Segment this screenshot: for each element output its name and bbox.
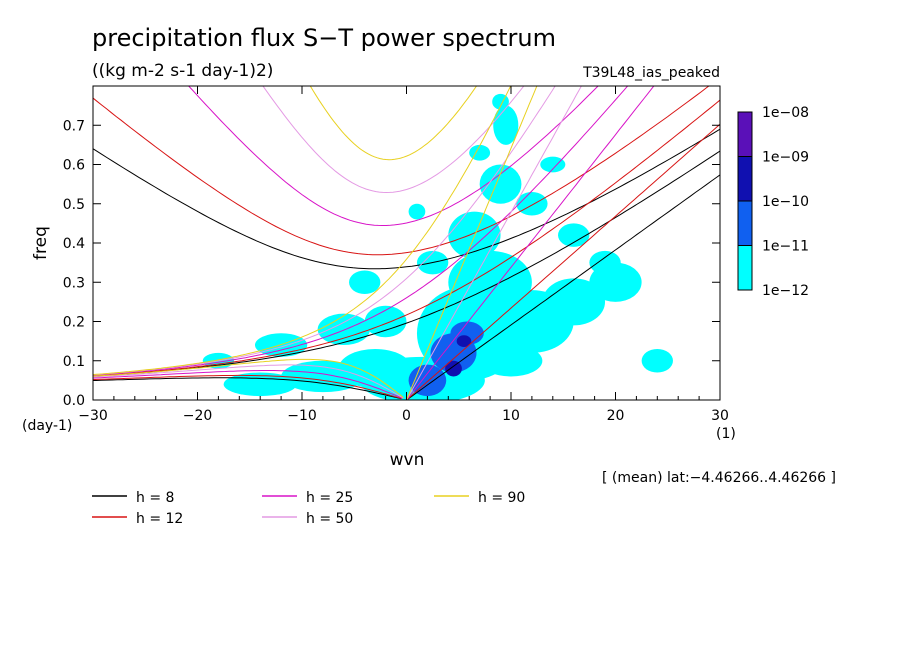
curve-h90-2 bbox=[93, 358, 404, 399]
spectral-blob-20 bbox=[558, 223, 590, 247]
y-tick-label: 0.1 bbox=[63, 354, 85, 370]
legend-label-h90: h = 90 bbox=[478, 490, 525, 506]
curve-h8-1 bbox=[93, 128, 720, 270]
spectral-blob-4 bbox=[479, 164, 522, 204]
x-tick-label: −20 bbox=[183, 408, 213, 424]
curve-h90-1 bbox=[309, 86, 478, 161]
legend: h = 8 h = 12 h = 25 h = 50 h = 90 bbox=[92, 490, 525, 527]
colorbar-label: 1e−09 bbox=[762, 150, 809, 166]
curve-h12-3 bbox=[93, 99, 720, 377]
chart-subtitle: ((kg m-2 s-1 day-1)2) bbox=[92, 61, 273, 81]
x-tick-label: 20 bbox=[607, 408, 625, 424]
dispersion-curves bbox=[93, 86, 720, 400]
colorbar-label: 1e−11 bbox=[762, 239, 809, 255]
curve-h50-3 bbox=[93, 86, 556, 376]
curve-h25-2 bbox=[93, 370, 403, 399]
curve-h8-3 bbox=[93, 150, 720, 377]
plot-frame bbox=[92, 85, 721, 401]
colorbar-label: 1e−08 bbox=[762, 105, 809, 121]
x-axis-ticks: −30 −20 −10 0 10 20 30 bbox=[78, 86, 729, 424]
colorbar-swatch bbox=[737, 156, 753, 202]
spectral-blob-25 bbox=[469, 144, 491, 161]
curve-h50-1 bbox=[262, 86, 525, 194]
spectral-blob-15 bbox=[349, 270, 381, 295]
spectral-blob-7 bbox=[542, 278, 606, 326]
curve-h50-0 bbox=[406, 86, 582, 400]
colorbar-swatch bbox=[737, 245, 753, 291]
y-tick-label: 0.3 bbox=[63, 275, 85, 291]
legend-label-h12: h = 12 bbox=[136, 511, 183, 527]
x-tick-label: −10 bbox=[287, 408, 317, 424]
colorbar-label: 1e−10 bbox=[762, 194, 809, 210]
colorbar-swatch bbox=[737, 200, 753, 246]
lat-note: [ (mean) lat:−4.46266..4.46266 ] bbox=[602, 470, 836, 486]
curve-h25-1 bbox=[187, 86, 599, 226]
x-axis-label: wvn bbox=[390, 450, 425, 470]
curve-h12-0 bbox=[406, 123, 720, 400]
y-axis-ticks: 0.0 0.1 0.2 0.3 0.4 0.5 0.6 0.7 bbox=[63, 118, 720, 409]
x-axis-unit: (1) bbox=[716, 426, 736, 442]
y-axis-unit: (day-1) bbox=[22, 418, 72, 434]
legend-label-h25: h = 25 bbox=[306, 490, 353, 506]
x-tick-label: −30 bbox=[78, 408, 108, 424]
y-axis-label: freq bbox=[31, 226, 51, 260]
curve-h25-0 bbox=[406, 86, 655, 400]
colorbar-swatch bbox=[737, 111, 753, 157]
legend-label-h8: h = 8 bbox=[136, 490, 174, 506]
curve-h90-3 bbox=[93, 86, 512, 376]
x-tick-label: 10 bbox=[502, 408, 520, 424]
curve-h8-2 bbox=[93, 377, 402, 400]
y-tick-label: 0.6 bbox=[63, 158, 85, 174]
y-tick-label: 0.4 bbox=[63, 236, 85, 252]
y-tick-label: 0.0 bbox=[63, 393, 85, 409]
spectral-blob-13 bbox=[317, 313, 370, 346]
y-tick-label: 0.7 bbox=[63, 118, 85, 134]
spectral-blob-31 bbox=[456, 335, 472, 348]
curve-h12-1 bbox=[93, 86, 710, 256]
curve-h25-3 bbox=[93, 86, 629, 376]
legend-label-h50: h = 50 bbox=[306, 511, 353, 527]
spectral-blob-30 bbox=[445, 360, 462, 377]
spectral-blob-22 bbox=[641, 348, 673, 373]
run-label: T39L48_ias_peaked bbox=[582, 65, 720, 81]
chart-title: precipitation flux S−T power spectrum bbox=[92, 24, 556, 52]
y-tick-label: 0.5 bbox=[63, 197, 85, 213]
curve-h12-2 bbox=[93, 374, 402, 400]
spectral-blob-19 bbox=[540, 156, 566, 173]
x-tick-label: 30 bbox=[711, 408, 729, 424]
plot-area bbox=[93, 86, 720, 400]
spectral-blob-17 bbox=[408, 203, 426, 220]
spectral-blob-21 bbox=[589, 250, 621, 275]
colorbar-label: 1e−12 bbox=[762, 283, 809, 299]
spectral-blob-12 bbox=[364, 305, 407, 338]
colorbar: 1e−08 1e−09 1e−10 1e−11 1e−12 bbox=[737, 105, 809, 299]
x-tick-label: 0 bbox=[402, 408, 411, 424]
spectral-blob-23 bbox=[479, 345, 543, 377]
y-tick-label: 0.2 bbox=[63, 315, 85, 331]
curve-h8-0 bbox=[406, 174, 720, 400]
curve-h50-2 bbox=[93, 364, 404, 399]
curve-h90-0 bbox=[406, 86, 538, 400]
